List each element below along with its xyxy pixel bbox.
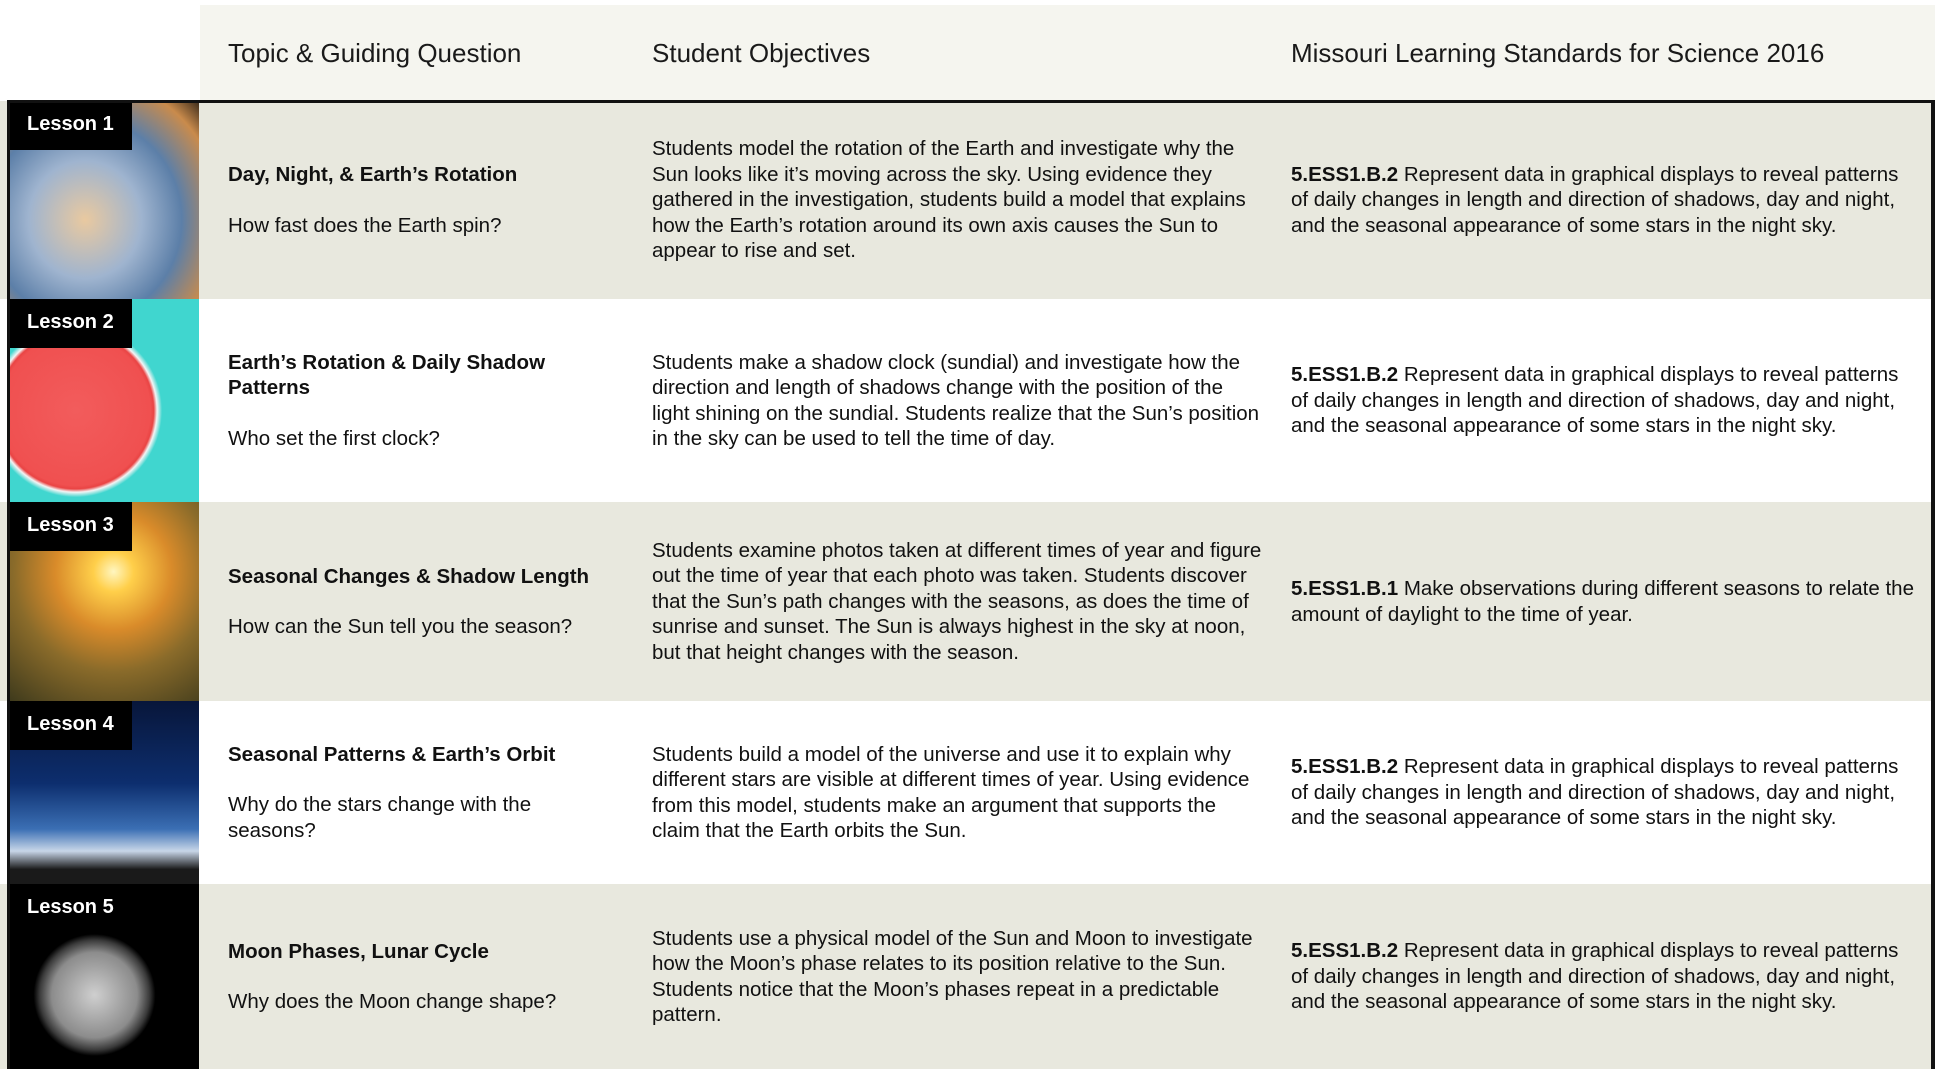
standard-description: Represent data in graphical displays to … [1291, 755, 1899, 830]
topic-title: Day, Night, & Earth’s Rotation [228, 163, 518, 186]
standards-cell: 5.ESS1.B.2 Represent data in graphical d… [1291, 701, 1921, 884]
standard-code: 5.ESS1.B.2 [1291, 363, 1399, 387]
objectives-text: Students examine photos taken at differe… [652, 538, 1262, 664]
column-header: Topic & Guiding Question [228, 37, 522, 68]
standard-code: 5.ESS1.B.2 [1291, 939, 1399, 963]
standard-description: Represent data in graphical displays to … [1291, 363, 1899, 438]
topic-cell: Seasonal Changes & Shadow Length How can … [228, 502, 623, 701]
table-row: Lesson 2 Earth’s Rotation & Daily Shadow … [0, 299, 1935, 502]
objectives-cell: Students examine photos taken at differe… [652, 502, 1262, 701]
topic-cell: Moon Phases, Lunar Cycle Why does the Moo… [228, 884, 623, 1069]
topic-title: Earth’s Rotation & Daily Shadow Patterns [228, 350, 546, 400]
standards-cell: 5.ESS1.B.2 Represent data in graphical d… [1291, 101, 1921, 299]
standard-description: Represent data in graphical displays to … [1291, 162, 1899, 237]
column-header: Student Objectives [652, 37, 871, 68]
guiding-question: How fast does the Earth spin? [228, 213, 502, 237]
objectives-text: Students build a model of the universe a… [652, 742, 1250, 843]
standard-code: 5.ESS1.B.2 [1291, 162, 1399, 186]
objectives-cell: Students model the rotation of the Earth… [652, 101, 1262, 299]
objectives-text: Students model the rotation of the Earth… [652, 137, 1246, 263]
standard-text: 5.ESS1.B.1 Make observations during diff… [1291, 576, 1921, 627]
topic-cell: Earth’s Rotation & Daily Shadow Patterns… [228, 299, 623, 502]
standards-cell: 5.ESS1.B.2 Represent data in graphical d… [1291, 299, 1921, 502]
header-rule [9, 100, 1934, 103]
topic-cell: Day, Night, & Earth’s Rotation How fast d… [228, 101, 623, 299]
lesson-image: Lesson 2 [9, 299, 199, 502]
guiding-question: Who set the first clock? [228, 426, 440, 450]
standard-text: 5.ESS1.B.2 Represent data in graphical d… [1291, 938, 1921, 1015]
column-header: Missouri Learning Standards for Science … [1291, 37, 1825, 68]
lesson-label: Lesson 1 [9, 101, 132, 150]
table-row: Lesson 5 Moon Phases, Lunar Cycle Why does… [0, 884, 1935, 1069]
lesson-label: Lesson 5 [9, 884, 132, 933]
objectives-cell: Students build a model of the universe a… [652, 701, 1262, 884]
lesson-image: Lesson 4 [9, 701, 199, 884]
standards-cell: 5.ESS1.B.1 Make observations during diff… [1291, 502, 1921, 701]
objectives-text: Students make a shadow clock (sundial) a… [652, 350, 1260, 451]
table-header: Topic & Guiding Question Student Objecti… [200, 5, 1935, 101]
standard-code: 5.ESS1.B.2 [1291, 755, 1399, 779]
standard-text: 5.ESS1.B.2 Represent data in graphical d… [1291, 362, 1921, 439]
lesson-label: Lesson 2 [9, 299, 132, 348]
lesson-image: Lesson 3 [9, 502, 199, 701]
topic-title: Seasonal Patterns & Earth’s Orbit [228, 742, 556, 766]
lesson-image: Lesson 1 [9, 101, 199, 299]
objectives-cell: Students use a physical model of the Sun… [652, 884, 1262, 1069]
guiding-question: How can the Sun tell you the season? [228, 615, 573, 638]
guiding-question: Why does the Moon change shape? [228, 990, 557, 1013]
guiding-question: Why do the stars change with the seasons… [228, 793, 532, 842]
topic-title: Moon Phases, Lunar Cycle [228, 939, 489, 963]
standard-description: Make observations during different seaso… [1291, 577, 1914, 626]
lesson-label: Lesson 3 [9, 502, 132, 551]
topic-title: Seasonal Changes & Shadow Length [228, 564, 590, 588]
topic-cell: Seasonal Patterns & Earth’s Orbit Why do … [228, 701, 623, 884]
standard-text: 5.ESS1.B.2 Represent data in graphical d… [1291, 162, 1921, 239]
lesson-image: Lesson 5 [9, 884, 199, 1069]
table-row: Lesson 4 Seasonal Patterns & Earth’s Orbi… [0, 701, 1935, 884]
table-row: Lesson 3 Seasonal Changes & Shadow Length… [0, 502, 1935, 701]
standard-description: Represent data in graphical displays to … [1291, 939, 1899, 1014]
table-border [7, 100, 10, 1069]
standard-code: 5.ESS1.B.1 [1291, 577, 1399, 600]
standard-text: 5.ESS1.B.2 Represent data in graphical d… [1291, 754, 1921, 831]
standards-cell: 5.ESS1.B.2 Represent data in graphical d… [1291, 884, 1921, 1069]
table-border [1931, 100, 1935, 1069]
objectives-cell: Students make a shadow clock (sundial) a… [652, 299, 1262, 502]
table-row: Lesson 1 Day, Night, & Earth’s Rotation Ho… [0, 101, 1935, 299]
lesson-label: Lesson 4 [9, 701, 132, 750]
objectives-text: Students use a physical model of the Sun… [652, 926, 1253, 1027]
